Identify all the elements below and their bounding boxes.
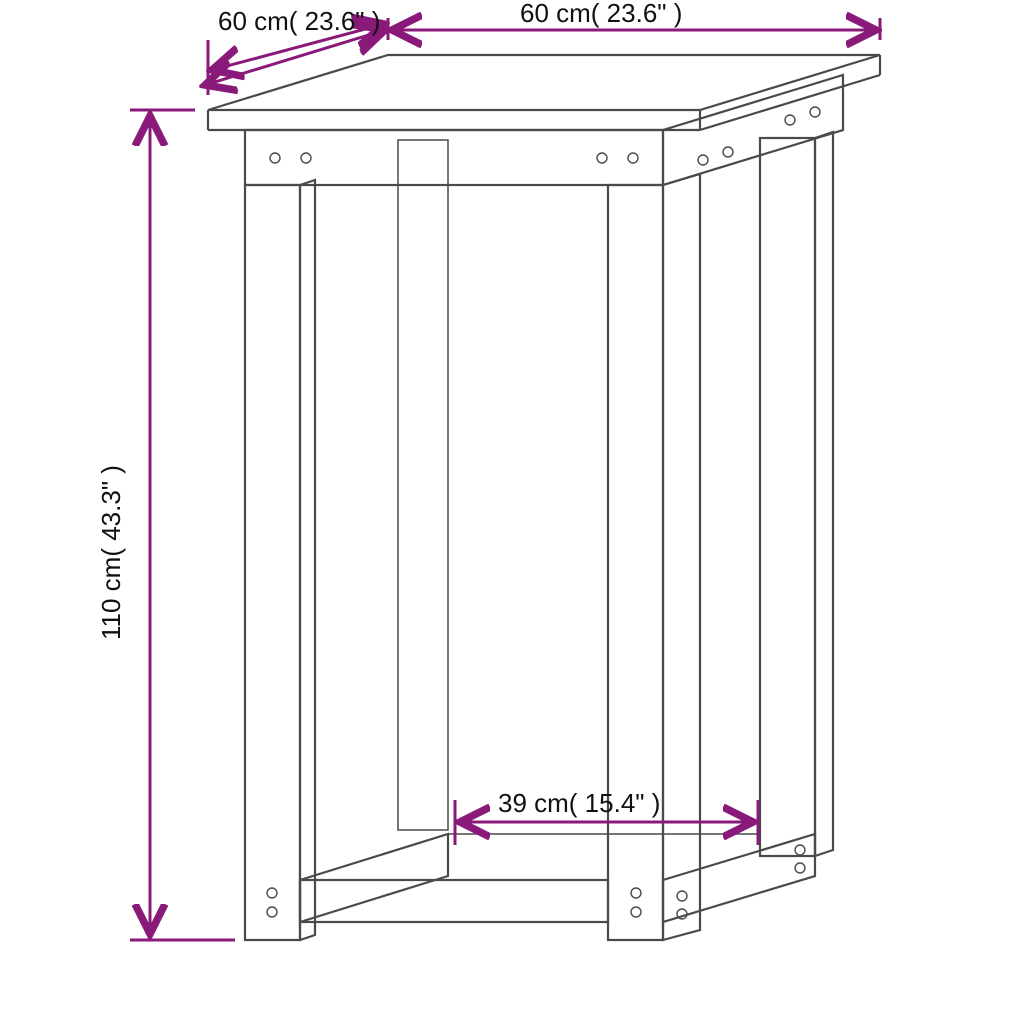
- dim-width-label: 60 cm( 23.6" ): [520, 0, 682, 28]
- dim-depth-label: 60 cm( 23.6" ): [218, 6, 380, 36]
- dim-height-label: 110 cm( 43.3" ): [96, 465, 126, 640]
- dim-base-label: 39 cm( 15.4" ): [498, 788, 660, 818]
